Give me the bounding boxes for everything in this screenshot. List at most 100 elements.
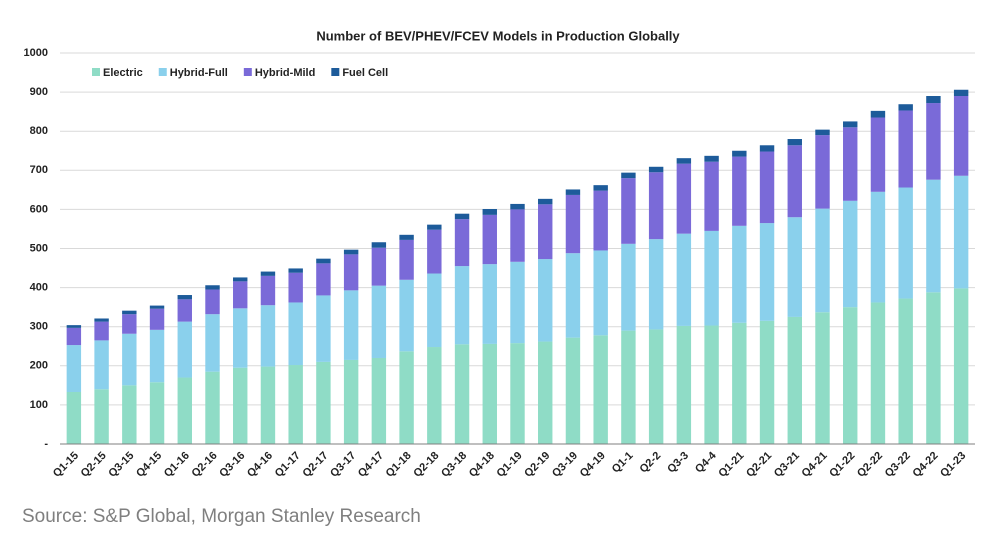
bar-segment: [787, 139, 802, 146]
bar-segment: [177, 321, 192, 378]
x-tick-label: Q1-21: [716, 450, 746, 480]
bar-segment: [621, 172, 636, 179]
bar-segment: [343, 290, 359, 360]
x-tick-label: Q3-21: [772, 450, 802, 480]
bar-segment: [510, 209, 525, 262]
x-tick-label: Q1-16: [162, 450, 192, 480]
bar-segment: [565, 337, 581, 444]
bar-segment: [815, 135, 830, 209]
bar-segment: [565, 194, 581, 254]
x-tick-label: Q2-18: [411, 450, 441, 480]
bar-segment: [704, 161, 719, 231]
legend-label: Hybrid-Full: [170, 67, 228, 79]
x-tick-label: Q1-18: [384, 450, 414, 480]
bar-segment: [260, 271, 276, 276]
bar-segment: [177, 299, 192, 322]
bar-segment: [759, 223, 775, 321]
bar-segment: [66, 345, 82, 392]
bar-segment: [870, 302, 886, 444]
x-tick-label: Q1-19: [495, 450, 525, 480]
x-tick-label: Q2-22: [855, 450, 885, 480]
legend-label: Hybrid-Mild: [255, 67, 316, 79]
bar-segment: [843, 121, 858, 128]
bar-segment: [149, 308, 165, 330]
bar-segment: [454, 219, 470, 267]
bar-segment: [953, 175, 969, 289]
bar-segment: [787, 316, 802, 444]
bar-segment: [399, 239, 414, 280]
bar-segment: [953, 96, 969, 176]
bar-segment: [233, 277, 248, 282]
bar-segment: [538, 341, 553, 444]
bar-segment: [510, 261, 525, 344]
bar-segment: [233, 281, 248, 309]
bar-segment: [316, 361, 331, 444]
bar-segment: [149, 305, 165, 309]
bar-segment: [205, 289, 220, 315]
x-tick-label: Q4-17: [356, 450, 386, 480]
x-tick-label: Q3-19: [550, 450, 580, 480]
bar-segment: [676, 233, 692, 326]
y-tick-label: 600: [30, 203, 48, 215]
bar-segment: [288, 272, 303, 303]
bar-segment: [732, 322, 747, 444]
bar-segment: [177, 377, 192, 444]
bar-segment: [815, 129, 830, 136]
legend-label: Electric: [103, 67, 143, 79]
bar-segment: [926, 96, 941, 104]
bar-segment: [704, 230, 719, 326]
bar-segment: [621, 330, 636, 444]
bar-segment: [427, 273, 442, 348]
bar-segment: [149, 382, 165, 444]
bar-segment: [454, 266, 470, 345]
bar-segment: [316, 263, 331, 296]
bar-segment: [288, 268, 303, 273]
bar-segment: [233, 308, 248, 368]
bar-segment: [399, 351, 414, 444]
x-tick-label: Q4-19: [578, 450, 608, 480]
bar-segment: [593, 190, 608, 251]
x-tick-label: Q4-22: [910, 450, 940, 480]
bar-segment: [648, 172, 664, 240]
bar-segment: [621, 178, 636, 244]
x-tick-label: Q2-2: [638, 450, 664, 476]
bar-segment: [399, 234, 414, 240]
bar-segment: [66, 327, 82, 346]
x-tick-label: Q3-3: [665, 450, 691, 476]
bar-segment: [759, 145, 775, 152]
x-tick-label: Q3-18: [439, 450, 469, 480]
bar-segment: [953, 288, 969, 444]
x-tick-label: Q3-22: [883, 450, 913, 480]
source-note: Source: S&P Global, Morgan Stanley Resea…: [22, 506, 421, 527]
bar-segment: [648, 166, 664, 173]
x-tick-label: Q2-17: [300, 450, 330, 480]
bar-segment: [676, 163, 692, 234]
bar-segment: [953, 89, 969, 97]
bar-segment: [648, 239, 664, 330]
x-tick-label: Q4-18: [467, 450, 497, 480]
bar-segment: [316, 258, 331, 264]
x-tick-label: Q2-15: [79, 450, 109, 480]
bar-segment: [371, 285, 387, 358]
bar-segment: [843, 127, 858, 201]
bar-segment: [648, 329, 664, 444]
x-tick-label: Q2-21: [744, 450, 774, 480]
bar-segment: [759, 320, 775, 444]
x-tick-label: Q1-23: [938, 450, 968, 480]
bar-segment: [898, 110, 913, 188]
bar-segment: [122, 314, 137, 334]
bar-segment: [593, 335, 608, 444]
bar-segment: [205, 371, 220, 444]
y-tick-label: 700: [30, 164, 48, 176]
x-tick-label: Q3-15: [106, 450, 136, 480]
bar-segment: [122, 385, 137, 444]
bar-segment: [122, 310, 137, 315]
x-tick-label: Q2-16: [190, 450, 220, 480]
bar-segment: [177, 295, 192, 300]
bar-segment: [732, 150, 747, 157]
bar-segment: [926, 292, 941, 444]
x-tick-label: Q4-21: [800, 450, 830, 480]
bar-segment: [815, 208, 830, 313]
bar-segment: [205, 314, 220, 372]
